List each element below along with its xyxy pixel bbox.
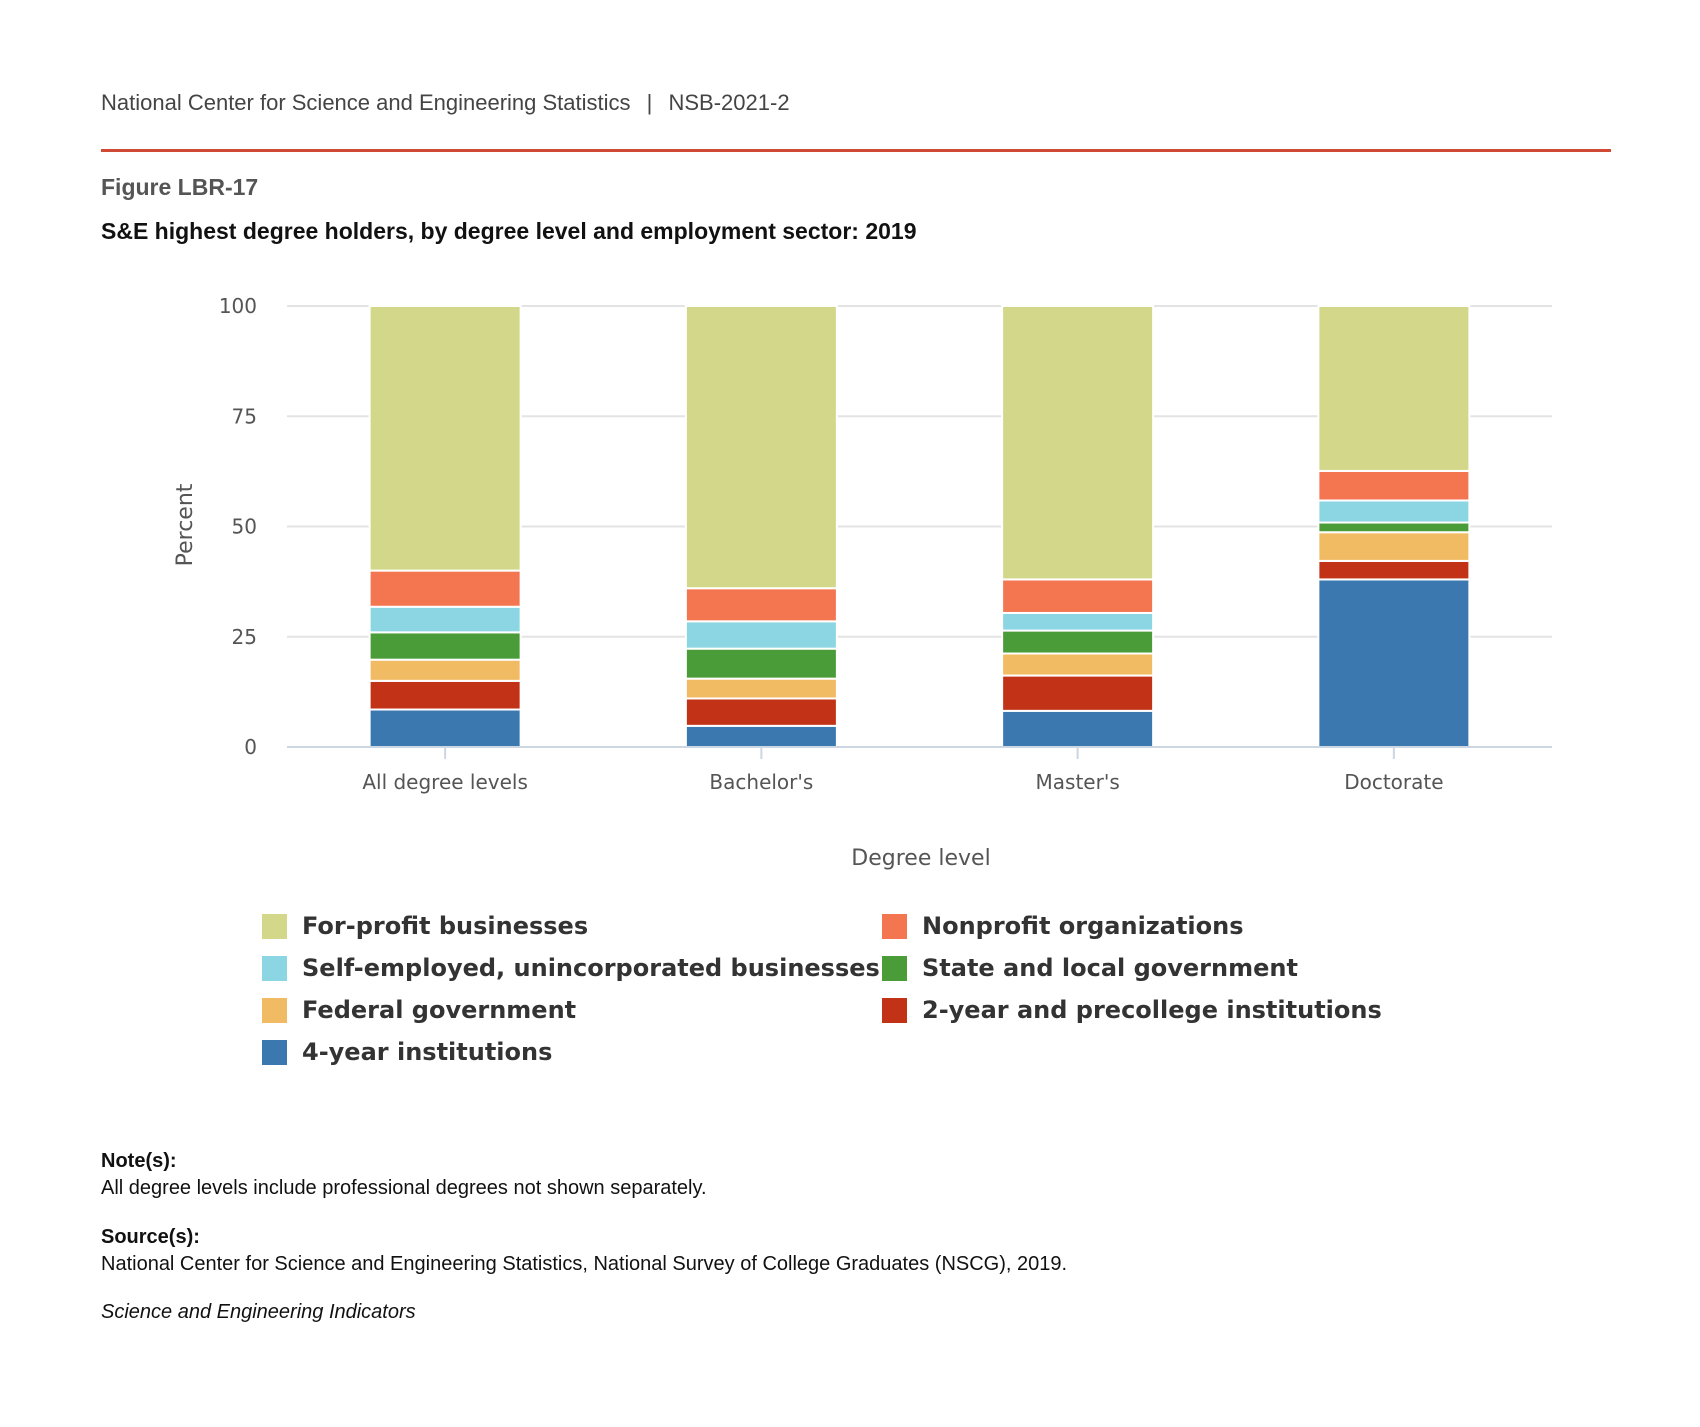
legend-item[interactable]: Federal government: [262, 996, 576, 1024]
legend-swatch: [882, 955, 907, 981]
header-separator: |: [646, 90, 653, 115]
bar-segment: [1317, 531, 1471, 562]
legend-label: 4-year institutions: [302, 1038, 553, 1066]
y-tick-label: 75: [232, 404, 257, 428]
x-tick-label: Doctorate: [1344, 770, 1443, 794]
source-heading: Source(s):: [101, 1226, 200, 1248]
legend-item[interactable]: Nonprofit organizations: [882, 912, 1244, 940]
bar-segment: [368, 679, 522, 711]
publication-name: Science and Engineering Indicators: [101, 1301, 416, 1323]
y-axis-title: Percent: [173, 483, 198, 566]
legend-item[interactable]: For-profit businesses: [262, 912, 588, 940]
note-heading: Note(s):: [101, 1150, 177, 1172]
legend-item[interactable]: 4-year institutions: [262, 1038, 552, 1066]
bar-segment: [1317, 469, 1471, 502]
note-text: All degree levels include professional d…: [101, 1177, 707, 1199]
bar-segment: [368, 658, 522, 682]
legend-swatch: [262, 997, 287, 1023]
source-text: National Center for Science and Engineer…: [101, 1253, 1068, 1275]
figure-number: Figure LBR-17: [101, 174, 259, 200]
stacked-bar-chart: 0 25 50 75 100 All degree levels Bachelor's Mas…: [173, 294, 1552, 871]
bar-segment: [1001, 611, 1155, 632]
x-axis-title: Degree level: [851, 846, 990, 871]
header-report-id: NSB-2021-2: [668, 90, 790, 115]
y-tick-label: 100: [219, 294, 257, 318]
legend-label: 2-year and precollege institutions: [922, 996, 1382, 1024]
x-tick-label: Bachelor's: [709, 770, 813, 794]
header-org: National Center for Science and Engineer…: [101, 90, 631, 115]
bar-segment: [684, 724, 838, 748]
legend-swatch: [262, 955, 287, 981]
legend-item[interactable]: Self-employed, unincorporated businesses: [262, 954, 880, 982]
bar-segment: [684, 647, 838, 680]
bar-segment: [368, 605, 522, 634]
bar-segment: [684, 587, 838, 623]
bar-segment: [1317, 499, 1471, 524]
header-rule: [101, 149, 1611, 152]
bar-segment: [1317, 578, 1471, 748]
y-tick-label: 25: [232, 625, 257, 649]
bar-segment: [684, 697, 838, 727]
report-header: National Center for Science and Engineer…: [101, 90, 790, 116]
bar-segment: [1001, 305, 1155, 581]
bar-segment: [1001, 674, 1155, 712]
legend-label: For-profit businesses: [302, 912, 589, 940]
bar-segment: [1001, 652, 1155, 677]
figure-title: S&E highest degree holders, by degree le…: [101, 218, 917, 244]
bar-segment: [1001, 709, 1155, 749]
axes: 0 25 50 75 100 All degree levels Bachelor's Mas…: [219, 294, 1552, 794]
bar-segment: [1001, 629, 1155, 655]
legend-item[interactable]: State and local government: [882, 954, 1298, 982]
bar-segment: [1001, 578, 1155, 614]
legend-label: Self-employed, unincorporated businesses: [302, 954, 880, 982]
bar-segment: [368, 569, 522, 608]
x-tick-label: All degree levels: [362, 770, 528, 794]
legend-swatch: [882, 997, 907, 1023]
y-tick-label: 50: [232, 515, 257, 539]
x-tick-label: Master's: [1036, 770, 1120, 794]
bar-segment: [368, 631, 522, 661]
bar-segment: [1317, 521, 1471, 534]
legend-label: Federal government: [302, 996, 577, 1024]
legend-swatch: [262, 1039, 287, 1065]
legend-swatch: [262, 913, 287, 939]
bar-segment: [368, 708, 522, 749]
legend-swatch: [882, 913, 907, 939]
bar-segment: [1317, 559, 1471, 581]
bar-segment: [684, 620, 838, 650]
bars: [368, 305, 1471, 749]
y-tick-label: 0: [244, 735, 257, 759]
bar-segment: [684, 677, 838, 700]
bar-segment: [684, 305, 838, 590]
bar-segment: [368, 305, 522, 572]
legend-label: State and local government: [922, 954, 1298, 982]
legend-item[interactable]: 2-year and precollege institutions: [882, 996, 1382, 1024]
legend-label: Nonprofit organizations: [922, 912, 1244, 940]
bar-segment: [1317, 305, 1471, 472]
